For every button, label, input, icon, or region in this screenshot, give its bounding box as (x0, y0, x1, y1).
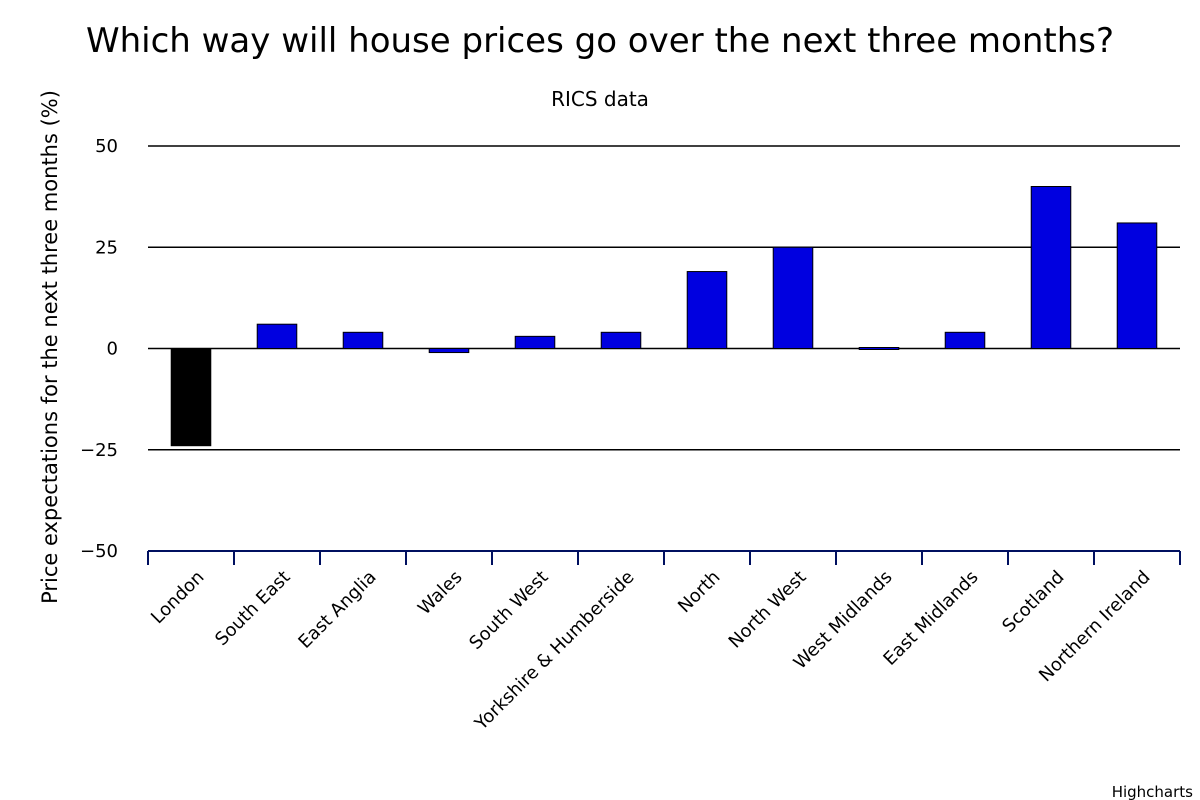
bar[interactable] (1030, 186, 1072, 349)
bar[interactable] (428, 348, 470, 354)
bar[interactable] (1116, 222, 1158, 349)
x-tick-label: London (147, 567, 209, 629)
x-tick-label: Wales (414, 567, 466, 619)
x-tick-label: Scotland (998, 567, 1068, 637)
bar[interactable] (600, 331, 642, 349)
bar[interactable] (858, 347, 900, 350)
y-axis-ticks: 50 25 0 −25 −50 (80, 136, 118, 562)
x-tick-label: North (674, 567, 724, 617)
bar[interactable] (256, 323, 298, 350)
y-tick-label: 25 (95, 237, 118, 258)
bar[interactable] (514, 335, 556, 350)
x-axis (147, 550, 1181, 565)
y-axis-title: Price expectations for the next three mo… (38, 90, 62, 604)
x-tick-label: North West (725, 567, 811, 653)
y-tick-label: −50 (80, 541, 118, 562)
gridlines (148, 145, 1180, 451)
bar[interactable] (342, 331, 384, 349)
bar-series (170, 186, 1158, 447)
x-tick-label: East Anglia (294, 567, 380, 653)
x-tick-label: South West (465, 567, 552, 654)
bar[interactable] (686, 271, 728, 349)
bar[interactable] (944, 331, 986, 349)
y-tick-label: 50 (95, 136, 118, 157)
x-tick-label: Yorkshire & Humberside (470, 567, 638, 735)
x-tick-label: South East (211, 567, 294, 650)
bar[interactable] (772, 246, 814, 349)
chart-subtitle: RICS data (551, 87, 649, 111)
credits-label[interactable]: Highcharts (1112, 783, 1193, 800)
y-tick-label: 0 (107, 339, 118, 360)
y-tick-label: −25 (80, 440, 118, 461)
bar[interactable] (170, 348, 212, 447)
chart-title: Which way will house prices go over the … (86, 21, 1114, 61)
